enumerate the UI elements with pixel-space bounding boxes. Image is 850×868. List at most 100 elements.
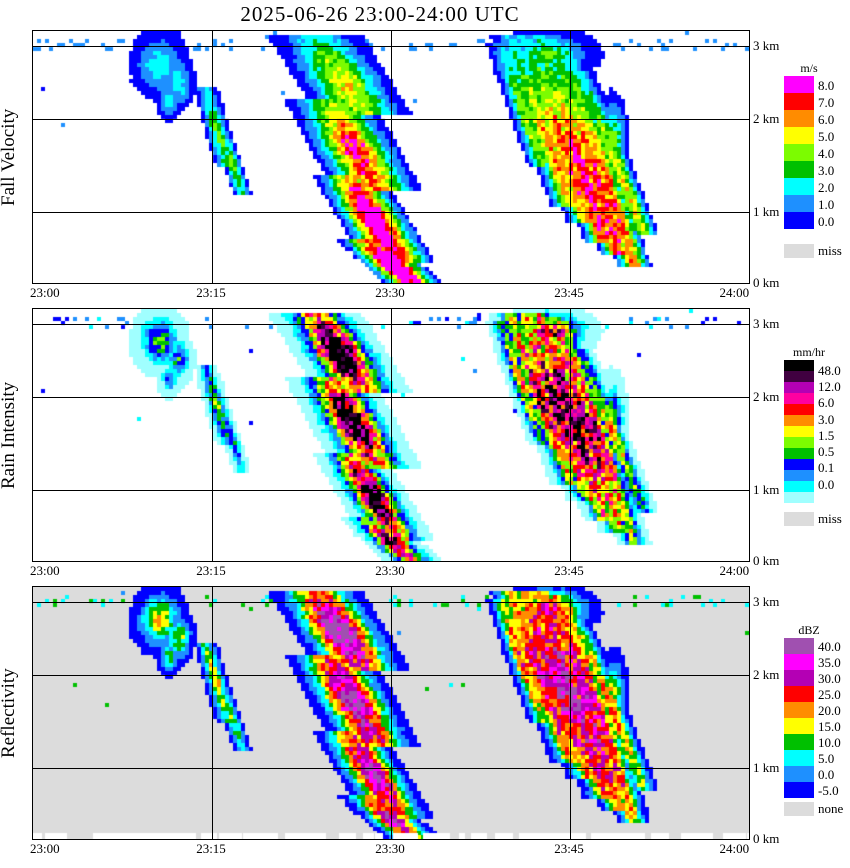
plot-canvas-fall-velocity (33, 31, 749, 283)
colorbar-tick-label: 1.0 (818, 196, 835, 212)
y-axis-tick-label: 2 km (753, 111, 780, 127)
x-axis-tick-label: 23:15 (196, 563, 226, 578)
colorbar-tick-label: 6.0 (818, 111, 835, 127)
colorbar-missing-label: miss (818, 511, 842, 526)
colorbar-tick-label: 10.0 (818, 735, 841, 750)
colorbar-units-label: m/s (800, 61, 818, 75)
colorbar-tick-label: 0.1 (818, 460, 835, 476)
colorbar-missing-label: miss (818, 243, 842, 258)
colorbar-swatch (784, 718, 814, 734)
panel-reflectivity[interactable] (32, 586, 750, 840)
y-axis-tick-label: 2 km (753, 667, 780, 683)
colorbar-missing-swatch (784, 512, 814, 526)
colorbar-swatch (784, 470, 814, 481)
colorbar-swatch (784, 360, 814, 371)
panel-fall-velocity[interactable] (32, 30, 750, 284)
colorbar-tick-label: 0.0 (818, 476, 835, 492)
colorbar-tick-label: 35.0 (818, 655, 841, 670)
y-axis-tick-label: 3 km (753, 38, 780, 54)
colorbar-swatch (784, 702, 814, 718)
colorbar-tick-label: 1.5 (818, 427, 835, 443)
colorbar-tick-label: 20.0 (818, 703, 841, 718)
gridline-horizontal (33, 561, 749, 562)
colorbar-tick-label: 15.0 (818, 719, 841, 734)
colorbar-swatch (784, 76, 814, 93)
colorbar-swatch (784, 750, 814, 766)
colorbar-swatch (784, 686, 814, 702)
y-axis-tick-label: 2 km (753, 389, 780, 405)
colorbar-tick-label: -5.0 (818, 783, 839, 798)
colorbar-swatch (784, 670, 814, 686)
colorbar-swatch (784, 638, 814, 654)
plot-canvas-reflectivity (33, 587, 749, 839)
x-axis-tick-label: 23:45 (554, 841, 584, 856)
colorbar-swatch (784, 195, 814, 212)
colorbar-tick-label: 30.0 (818, 671, 841, 686)
y-axis-tick-label: 1 km (753, 760, 780, 776)
colorbar-tick-label: 0.5 (818, 444, 835, 459)
colorbar-tick-label: 2.0 (818, 179, 835, 195)
colorbar-units-label: dBZ (798, 623, 820, 637)
y-axis-tick-label: 1 km (753, 204, 780, 220)
page-title: 2025-06-26 23:00-24:00 UTC (240, 2, 520, 26)
y-axis-tick-label: 1 km (753, 482, 780, 498)
colorbar-tick-label: 0.0 (818, 213, 835, 229)
colorbar-tick-label: 8.0 (818, 77, 835, 93)
colorbar-swatch (784, 178, 814, 195)
colorbar-tick-label: 25.0 (818, 687, 841, 702)
colorbar-swatch (784, 654, 814, 670)
colorbar-tick-label: 6.0 (818, 395, 835, 411)
colorbar-tick-label: 7.0 (818, 94, 835, 110)
colorbar-missing-swatch (784, 802, 814, 816)
colorbar-swatch (784, 782, 814, 798)
x-axis-tick-label: 23:15 (196, 841, 226, 856)
colorbar-swatch (784, 404, 814, 415)
x-axis-tick-label: 23:00 (30, 841, 60, 856)
colorbar-tick-label: 4.0 (818, 145, 835, 161)
x-axis-tick-label: 24:00 (719, 841, 750, 856)
colorbar-swatch (784, 734, 814, 750)
row-label-rain-intensity: Rain Intensity (0, 381, 19, 489)
colorbar-swatch (784, 459, 814, 470)
x-axis-tick-label: 23:30 (375, 563, 405, 578)
colorbar-tick-label: 5.0 (818, 751, 835, 766)
colorbar-swatch (784, 382, 814, 393)
colorbar-tick-label: 48.0 (818, 362, 841, 378)
colorbar-tick-label: 12.0 (818, 379, 841, 394)
colorbar-swatch (784, 448, 814, 459)
plot-canvas-rain-intensity (33, 309, 749, 561)
colorbar-swatch (784, 144, 814, 161)
x-axis-tick-label: 23:45 (554, 563, 584, 578)
colorbar-swatch (784, 426, 814, 437)
y-axis-tick-label: 3 km (753, 594, 780, 610)
x-axis-tick-label: 23:15 (196, 285, 226, 300)
y-axis-tick-label: 0 km (753, 275, 780, 290)
colorbar-tick-label: 3.0 (818, 411, 835, 427)
colorbar-swatch (784, 437, 814, 448)
colorbar-swatch (784, 212, 814, 229)
x-axis-tick-label: 24:00 (719, 563, 750, 578)
gridline-horizontal (33, 283, 749, 284)
colorbar-swatch (784, 371, 814, 382)
y-axis-tick-label: 3 km (753, 316, 780, 332)
colorbar-units-label: mm/hr (793, 345, 825, 359)
x-axis-tick-label: 23:30 (375, 841, 405, 856)
row-label-fall-velocity: Fall Velocity (0, 108, 19, 206)
colorbar-tick-label: 0.0 (818, 767, 835, 782)
row-label-reflectivity: Reflectivity (0, 668, 19, 758)
x-axis-tick-label: 23:00 (30, 563, 60, 578)
colorbar-tick-label: 5.0 (818, 128, 835, 144)
gridline-horizontal (33, 839, 749, 840)
colorbar-swatch (784, 161, 814, 178)
x-axis-tick-label: 23:00 (30, 285, 60, 300)
colorbar-swatch (784, 110, 814, 127)
colorbar-swatch (784, 492, 814, 503)
colorbar-swatch (784, 93, 814, 110)
colorbar-swatch (784, 481, 814, 492)
colorbar-tick-label: 40.0 (818, 639, 841, 654)
x-axis-tick-label: 23:45 (554, 285, 584, 300)
colorbar-missing-swatch (784, 244, 814, 258)
colorbar-missing-label: none (818, 801, 844, 816)
colorbar-swatch (784, 415, 814, 426)
panel-rain-intensity[interactable] (32, 308, 750, 562)
